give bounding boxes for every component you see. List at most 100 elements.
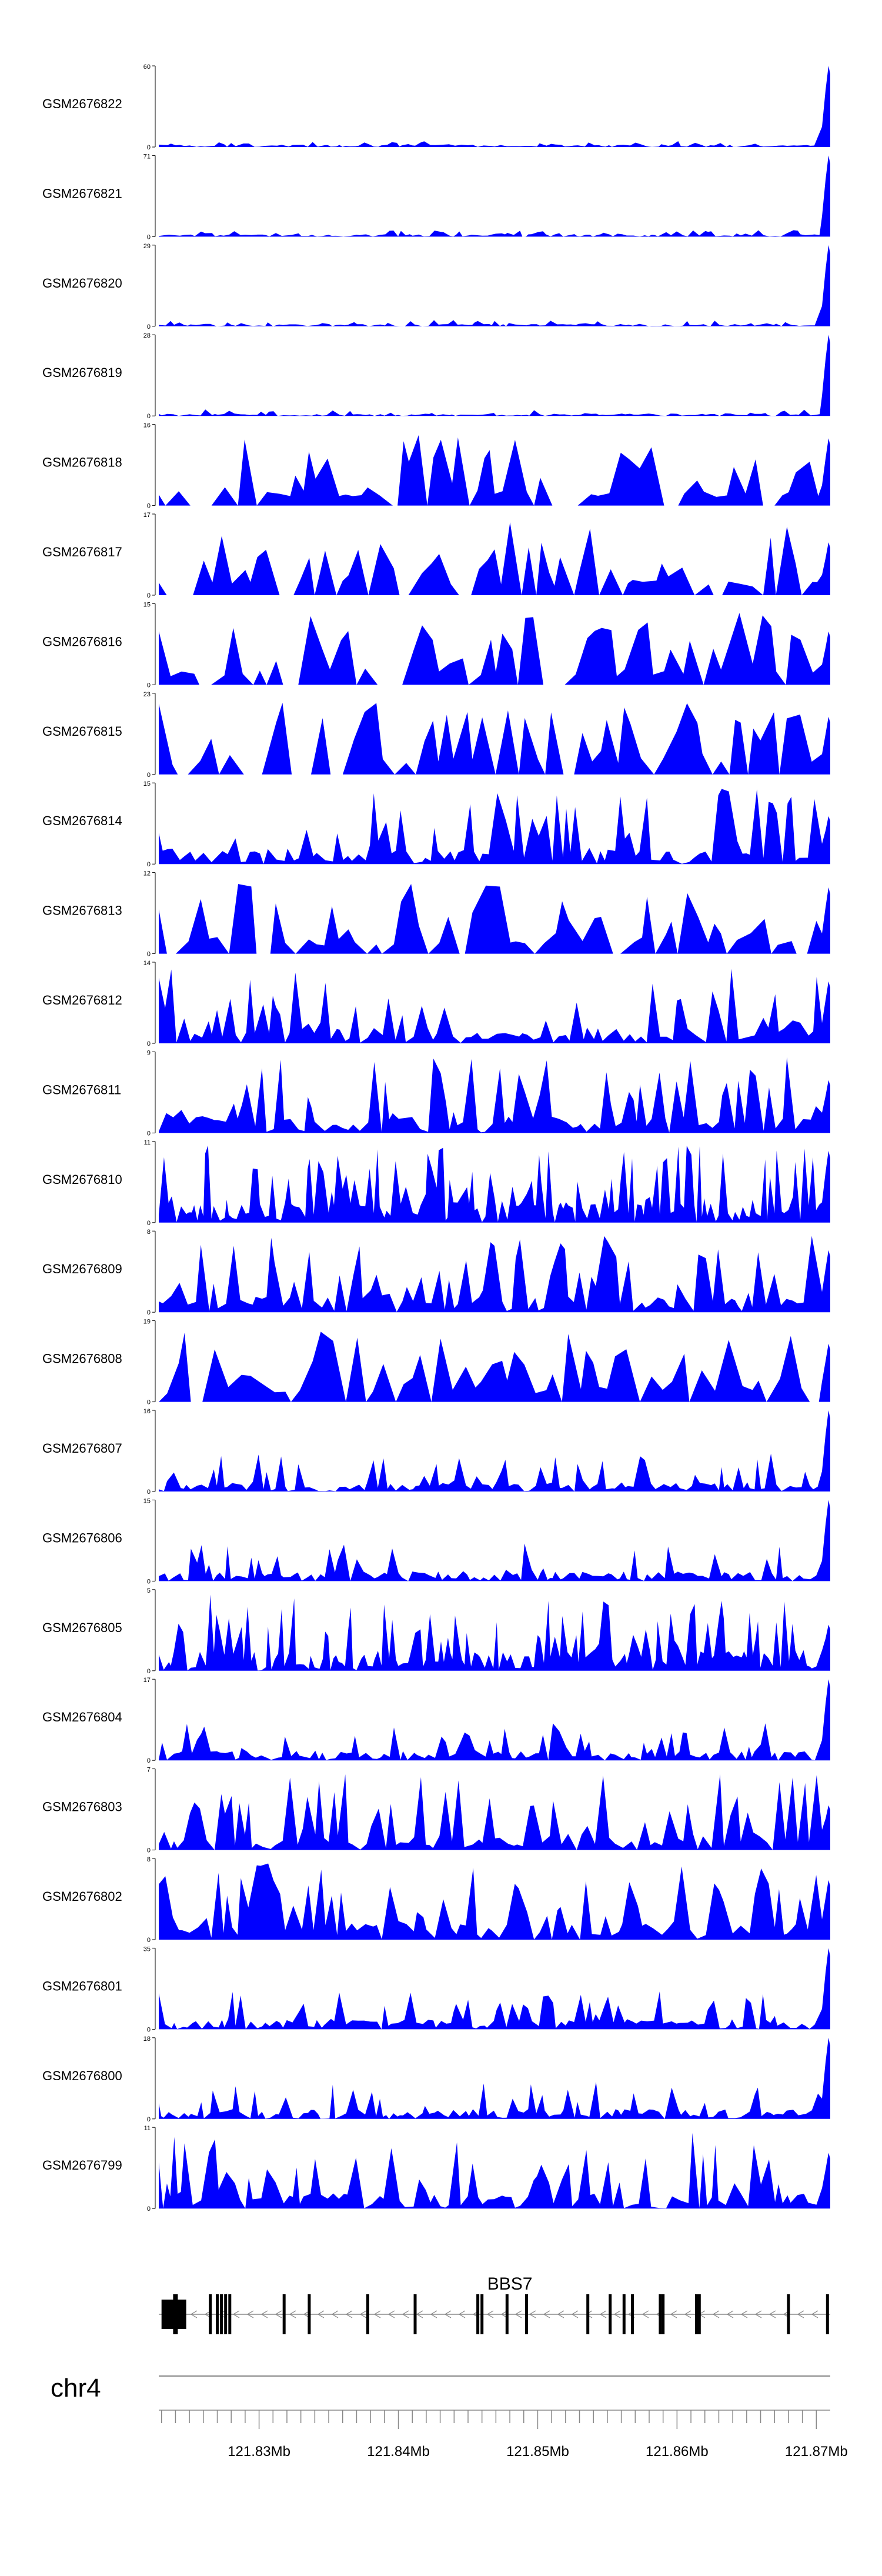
genome-axis: chr4 121.83Mb 121.84Mb 121.85Mb 121.86Mb 121.… [51,2374,848,2460]
track-label: GSM2676804 [42,1710,122,1724]
coverage-track: GSM2676820 29 0 [42,243,830,331]
strand-arrow-icon [416,2310,423,2318]
coverage-track: GSM2676815 23 0 [42,691,830,779]
gene-exon [609,2294,612,2334]
track-label: GSM2676817 [42,545,122,559]
strand-arrow-icon [260,2310,268,2318]
coverage-track: GSM2676819 28 0 [42,332,830,420]
track-ymax-label: 7 [147,1767,151,1774]
coverage-area [159,1057,830,1133]
strand-arrow-icon [543,2310,550,2318]
strand-arrow-icon [571,2310,579,2318]
strand-arrow-icon [387,2310,395,2318]
track-label: GSM2676800 [42,2068,122,2083]
track-ymax-label: 5 [147,1587,151,1594]
track-ymax-label: 29 [143,243,151,250]
strand-arrow-icon [670,2310,677,2318]
coverage-track: GSM2676817 17 0 [42,512,830,599]
gene-exon [209,2294,212,2334]
coverage-area [159,1500,830,1581]
coverage-track: GSM2676804 17 0 [42,1677,830,1764]
gene-exon [216,2294,219,2334]
gene-exon [480,2294,484,2334]
coverage-area [159,435,830,506]
coverage-track: GSM2676812 14 0 [42,960,830,1047]
track-ymin-label: 0 [147,861,151,868]
gene-exon [228,2294,232,2334]
strand-arrow-icon [642,2310,649,2318]
track-ymin-label: 0 [147,951,151,958]
coverage-track: GSM2676805 5 0 [42,1587,830,1675]
track-ymin-label: 0 [147,1220,151,1227]
coverage-area [159,155,830,237]
strand-arrow-icon [811,2310,818,2318]
coverage-track: GSM2676813 12 0 [42,870,830,958]
track-ymax-label: 19 [143,1319,151,1326]
track-label: GSM2676802 [42,1889,122,1904]
strand-arrow-icon [345,2310,353,2318]
strand-arrow-icon [246,2310,254,2318]
coverage-area [159,522,830,595]
track-ymin-label: 0 [147,2026,151,2033]
strand-arrow-icon [430,2310,437,2318]
coverage-area [159,613,830,685]
x-axis-tick-label: 121.84Mb [367,2444,430,2460]
track-label: GSM2676803 [42,1800,122,1814]
coverage-area [159,1332,830,1402]
coverage-area [159,1236,830,1313]
strand-arrow-icon [712,2310,720,2318]
strand-arrow-icon [557,2310,564,2318]
strand-arrow-icon [373,2310,381,2318]
x-axis-tick-label: 121.85Mb [506,2444,569,2460]
gene-exon [220,2294,223,2334]
track-ymin-label: 0 [147,1668,151,1675]
coverage-area [159,2037,830,2119]
track-label: GSM2676801 [42,1978,122,1993]
track-ymax-label: 17 [143,512,151,519]
strand-arrow-icon [585,2310,593,2318]
coverage-area [159,2133,830,2209]
gene-exon [308,2294,311,2334]
gene-exon [826,2294,829,2334]
gene-exon [413,2294,417,2334]
track-ymax-label: 28 [143,332,151,339]
coverage-track: GSM2676808 19 0 [42,1319,830,1406]
track-ymax-label: 35 [143,1946,151,1953]
strand-arrow-icon [444,2310,452,2318]
coverage-track: GSM2676810 11 0 [42,1139,830,1227]
track-ymax-label: 18 [143,2036,151,2043]
gene-exon [586,2294,590,2334]
track-ymax-label: 15 [143,780,151,788]
coverage-area [159,66,830,147]
track-label: GSM2676799 [42,2158,122,2173]
gene-exon [505,2294,509,2334]
strand-arrow-icon [797,2310,804,2318]
strand-arrow-icon [317,2310,325,2318]
gene-exon [525,2294,528,2334]
track-label: GSM2676806 [42,1530,122,1545]
coverage-area [159,1594,830,1671]
strand-arrow-icon [359,2310,367,2318]
coverage-area [159,1410,830,1491]
track-ymin-label: 0 [147,413,151,420]
track-ymin-label: 0 [147,1399,151,1406]
track-ymin-label: 0 [147,1309,151,1316]
track-ymin-label: 0 [147,233,151,241]
track-ymax-label: 9 [147,1049,151,1056]
track-ymax-label: 60 [143,64,151,71]
track-ymin-label: 0 [147,1847,151,1854]
strand-arrow-icon [684,2310,691,2318]
track-ymin-label: 0 [147,323,151,331]
track-label: GSM2676812 [42,993,122,1007]
track-ymin-label: 0 [147,2205,151,2213]
gene-exon [173,2294,178,2334]
strand-arrow-icon [599,2310,607,2318]
track-ymax-label: 12 [143,870,151,877]
strand-arrow-icon [331,2310,339,2318]
gene-exon [659,2294,662,2334]
x-axis-tick-label: 121.86Mb [646,2444,709,2460]
track-label: GSM2676821 [42,186,122,201]
track-label: GSM2676814 [42,813,122,828]
track-label: GSM2676811 [42,1082,121,1097]
track-label: GSM2676813 [42,903,122,918]
